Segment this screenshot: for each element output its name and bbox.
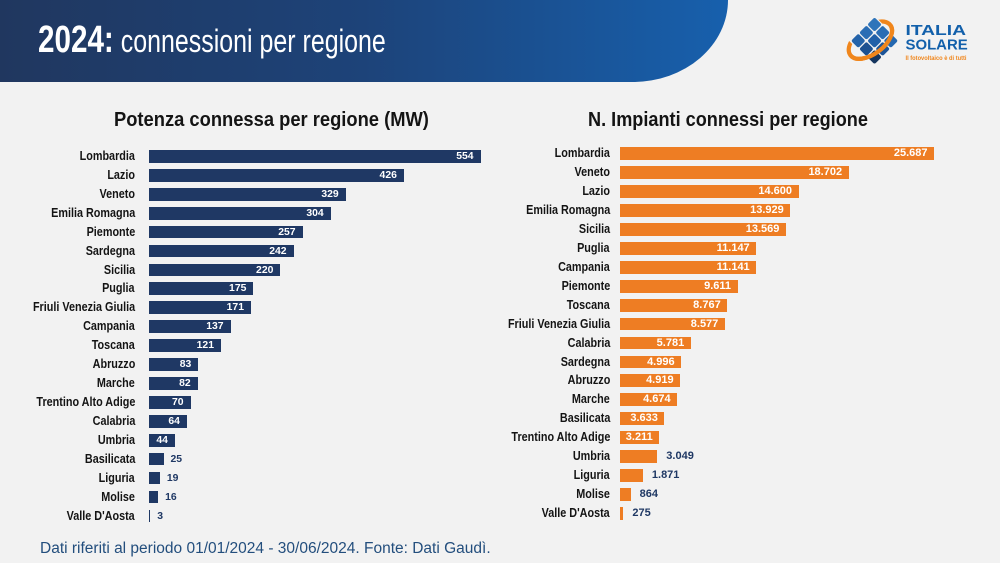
svg-text:ITALIA: ITALIA (906, 23, 967, 39)
svg-text:SOLARE: SOLARE (906, 38, 968, 54)
svg-text:Il fotovoltaico è di tutti: Il fotovoltaico è di tutti (906, 55, 967, 62)
